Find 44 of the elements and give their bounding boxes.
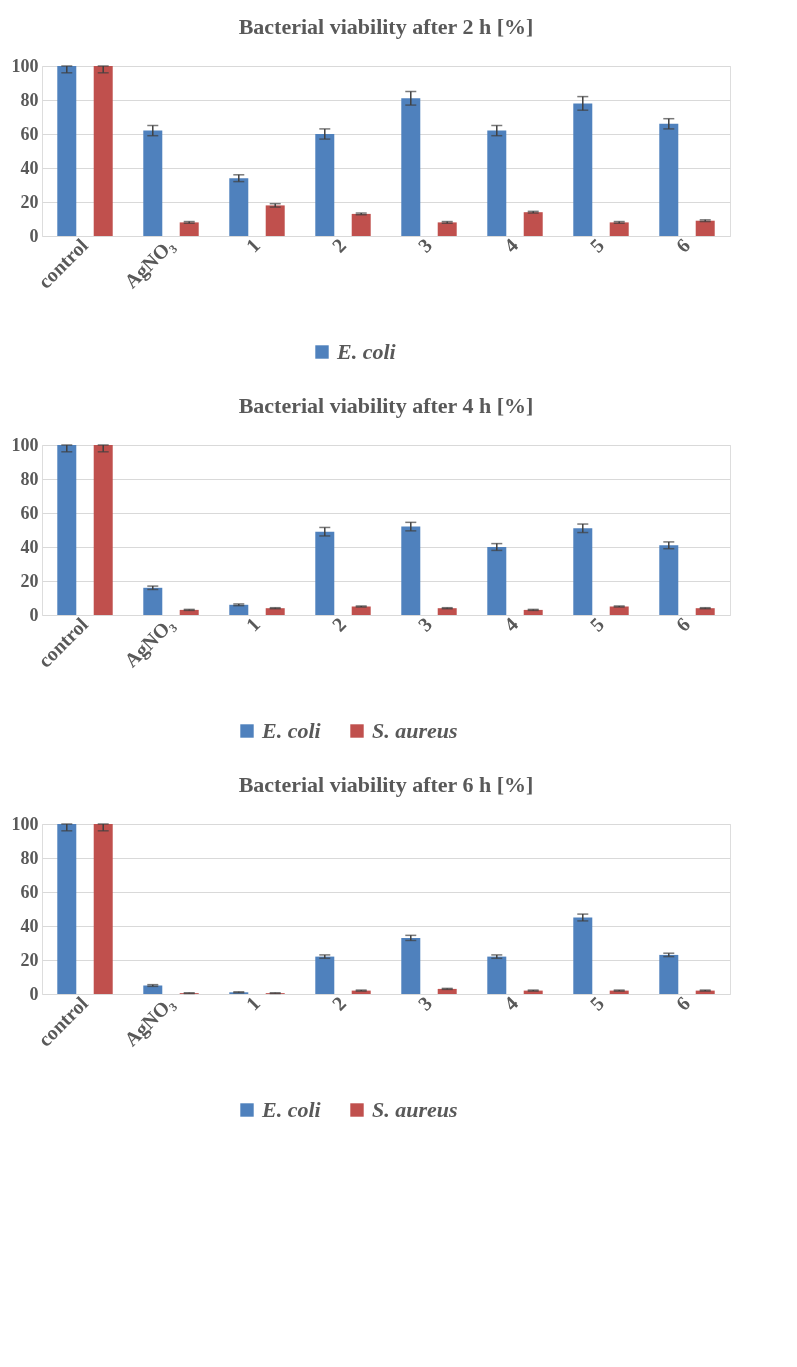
x-tick-label: 4 [499, 613, 523, 636]
legend-label: S. aureus [372, 1097, 458, 1122]
x-tick-label: 6 [671, 613, 695, 636]
y-tick-label: 0 [29, 225, 39, 246]
y-tick-label: 60 [20, 123, 39, 144]
x-tick-label: 1 [241, 992, 265, 1015]
x-tick-label: 2 [327, 992, 351, 1015]
x-tick-label: 5 [585, 992, 609, 1015]
y-tick-label: 20 [20, 949, 39, 970]
y-tick-label: 80 [20, 89, 39, 110]
chart-title: Bacterial viability after 4 h [%] [238, 393, 534, 418]
x-tick-label: 2 [327, 613, 351, 636]
x-tick-label: 5 [585, 234, 609, 257]
chart-title: Bacterial viability after 6 h [%] [238, 772, 534, 797]
y-tick-label: 0 [29, 983, 39, 1004]
y-tick-label: 100 [11, 434, 39, 455]
y-tick-label: 60 [20, 881, 39, 902]
x-tick-label: 3 [413, 234, 437, 257]
x-tick-label: 1 [241, 613, 265, 636]
y-tick-label: 40 [20, 536, 39, 557]
x-tick-label: 4 [499, 992, 523, 1015]
y-tick-label: 40 [20, 157, 39, 178]
x-tick-label: 5 [585, 613, 609, 636]
y-tick-label: 100 [11, 813, 39, 834]
y-tick-label: 40 [20, 915, 39, 936]
x-tick-label: 6 [671, 234, 695, 257]
x-tick-label: 2 [327, 234, 351, 257]
legend-label: E. coli [261, 1097, 322, 1122]
legend-label: E. coli [261, 718, 322, 743]
y-tick-label: 100 [11, 55, 39, 76]
y-tick-label: 60 [20, 502, 39, 523]
legend-label: S. aureus [372, 718, 458, 743]
x-tick-label: 1 [241, 234, 265, 257]
x-tick-label: 4 [499, 234, 523, 257]
y-tick-label: 20 [20, 570, 39, 591]
y-tick-label: 0 [29, 604, 39, 625]
x-tick-label: 3 [413, 613, 437, 636]
x-tick-label: 6 [671, 992, 695, 1015]
y-tick-label: 80 [20, 468, 39, 489]
y-tick-label: 80 [20, 847, 39, 868]
chart-title: Bacterial viability after 2 h [%] [238, 14, 534, 39]
y-tick-label: 20 [20, 191, 39, 212]
legend-label: E. coli [336, 339, 397, 364]
x-tick-label: 3 [413, 992, 437, 1015]
